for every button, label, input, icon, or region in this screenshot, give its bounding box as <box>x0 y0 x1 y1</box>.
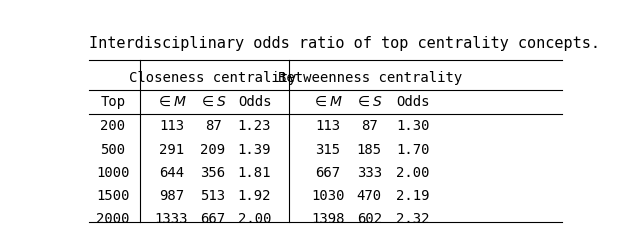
Text: 315: 315 <box>315 143 340 156</box>
Text: 1030: 1030 <box>311 189 345 203</box>
Text: 87: 87 <box>361 119 377 133</box>
Text: 667: 667 <box>315 166 340 180</box>
Text: 644: 644 <box>159 166 184 180</box>
Text: Odds: Odds <box>396 95 430 109</box>
Text: 356: 356 <box>200 166 226 180</box>
Text: 209: 209 <box>200 143 226 156</box>
Text: 333: 333 <box>357 166 382 180</box>
Text: 1000: 1000 <box>96 166 130 180</box>
Text: 185: 185 <box>357 143 382 156</box>
Text: 2.00: 2.00 <box>238 212 272 227</box>
Text: Top: Top <box>100 95 125 109</box>
Text: Closeness centrality: Closeness centrality <box>129 71 297 85</box>
Text: 1.70: 1.70 <box>396 143 430 156</box>
Text: $\in M$: $\in M$ <box>156 95 187 109</box>
Text: 500: 500 <box>100 143 125 156</box>
Text: 2.32: 2.32 <box>396 212 430 227</box>
Text: 1398: 1398 <box>311 212 345 227</box>
Text: 113: 113 <box>159 119 184 133</box>
Text: Odds: Odds <box>238 95 272 109</box>
Text: 667: 667 <box>200 212 226 227</box>
Text: 1333: 1333 <box>155 212 188 227</box>
Text: 291: 291 <box>159 143 184 156</box>
Text: 513: 513 <box>200 189 226 203</box>
Text: 470: 470 <box>357 189 382 203</box>
Text: 87: 87 <box>205 119 221 133</box>
Text: 602: 602 <box>357 212 382 227</box>
Text: 2000: 2000 <box>96 212 130 227</box>
Text: 1.39: 1.39 <box>238 143 272 156</box>
Text: 1.23: 1.23 <box>238 119 272 133</box>
Text: 2.19: 2.19 <box>396 189 430 203</box>
Text: $\in M$: $\in M$ <box>312 95 343 109</box>
Text: 1.81: 1.81 <box>238 166 272 180</box>
Text: 1.92: 1.92 <box>238 189 272 203</box>
Text: 987: 987 <box>159 189 184 203</box>
Text: 1.30: 1.30 <box>396 119 430 133</box>
Text: 1500: 1500 <box>96 189 130 203</box>
Text: $\in S$: $\in S$ <box>199 95 227 109</box>
Text: 2.00: 2.00 <box>396 166 430 180</box>
Text: $\in S$: $\in S$ <box>355 95 383 109</box>
Text: 113: 113 <box>315 119 340 133</box>
Text: Betweenness centrality: Betweenness centrality <box>278 71 462 85</box>
Text: Interdisciplinary odds ratio of top centrality concepts.: Interdisciplinary odds ratio of top cent… <box>88 36 600 51</box>
Text: 200: 200 <box>100 119 125 133</box>
